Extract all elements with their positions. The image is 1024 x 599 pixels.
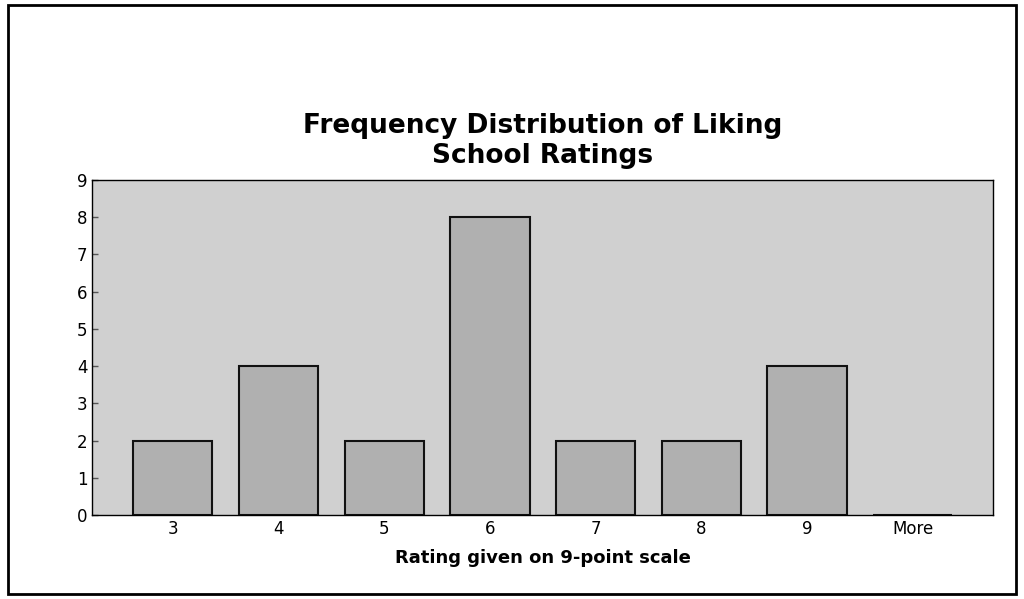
X-axis label: Rating given on 9-point scale: Rating given on 9-point scale — [395, 549, 690, 567]
Bar — [133, 441, 212, 515]
Bar — [767, 366, 847, 515]
Bar — [451, 217, 529, 515]
Bar — [662, 441, 741, 515]
Bar — [556, 441, 635, 515]
Bar — [344, 441, 424, 515]
Bar — [239, 366, 318, 515]
Title: Frequency Distribution of Liking
School Ratings: Frequency Distribution of Liking School … — [303, 113, 782, 169]
